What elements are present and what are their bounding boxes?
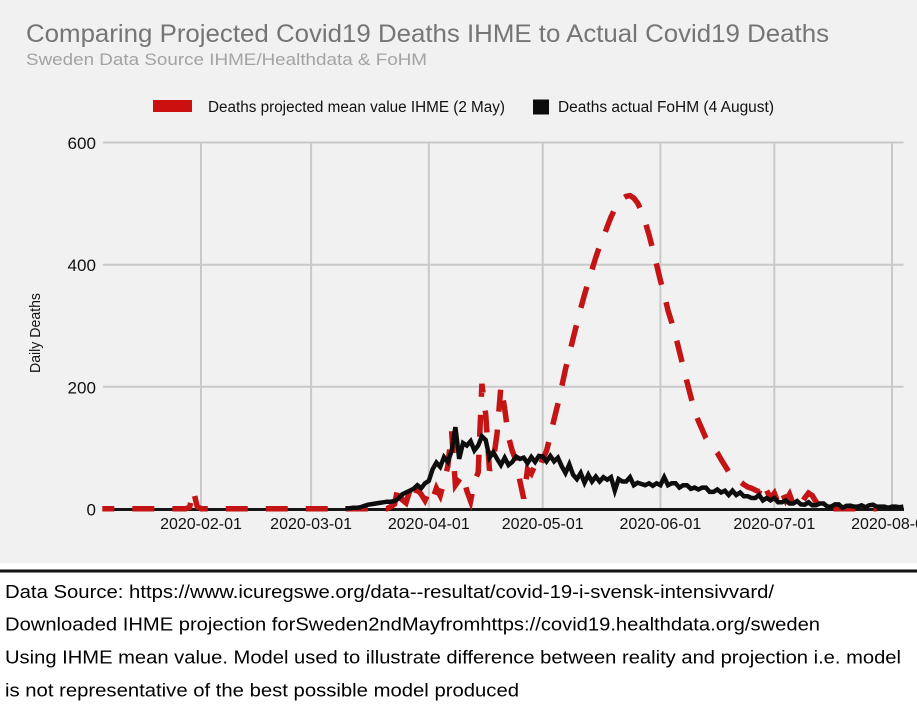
svg-text:2020-04-01: 2020-04-01 [388, 516, 470, 533]
svg-text:Deaths projected mean value IH: Deaths projected mean value IHME (2 May) [208, 99, 505, 116]
svg-text:200: 200 [68, 378, 97, 397]
svg-text:is not representative of the b: is not representative of the best possib… [5, 681, 519, 701]
svg-text:2020-08-01: 2020-08-01 [851, 516, 917, 533]
svg-text:400: 400 [68, 256, 97, 275]
svg-text:Data Source: https://www.icure: Data Source: https://www.icuregswe.org/d… [5, 582, 774, 602]
svg-text:0: 0 [87, 501, 96, 520]
svg-text:2020-05-01: 2020-05-01 [502, 516, 584, 533]
svg-text:Deaths actual FoHM (4 August): Deaths actual FoHM (4 August) [558, 99, 774, 116]
svg-text:Comparing Projected Covid19 De: Comparing Projected Covid19 Deaths IHME … [26, 20, 829, 48]
svg-text:Downloaded IHME projection for: Downloaded IHME projection forSweden2ndM… [5, 615, 820, 635]
svg-text:Using IHME mean value. Model u: Using IHME mean value. Model used to ill… [5, 648, 901, 668]
svg-text:Daily Deaths: Daily Deaths [27, 293, 44, 373]
svg-text:Sweden Data Source IHME/Health: Sweden Data Source IHME/Healthdata & FoH… [26, 51, 427, 69]
svg-text:2020-07-01: 2020-07-01 [733, 516, 815, 533]
svg-text:2020-02-01: 2020-02-01 [160, 516, 242, 533]
svg-text:600: 600 [68, 134, 97, 153]
svg-text:2020-03-01: 2020-03-01 [270, 516, 352, 533]
svg-text:2020-06-01: 2020-06-01 [619, 516, 701, 533]
